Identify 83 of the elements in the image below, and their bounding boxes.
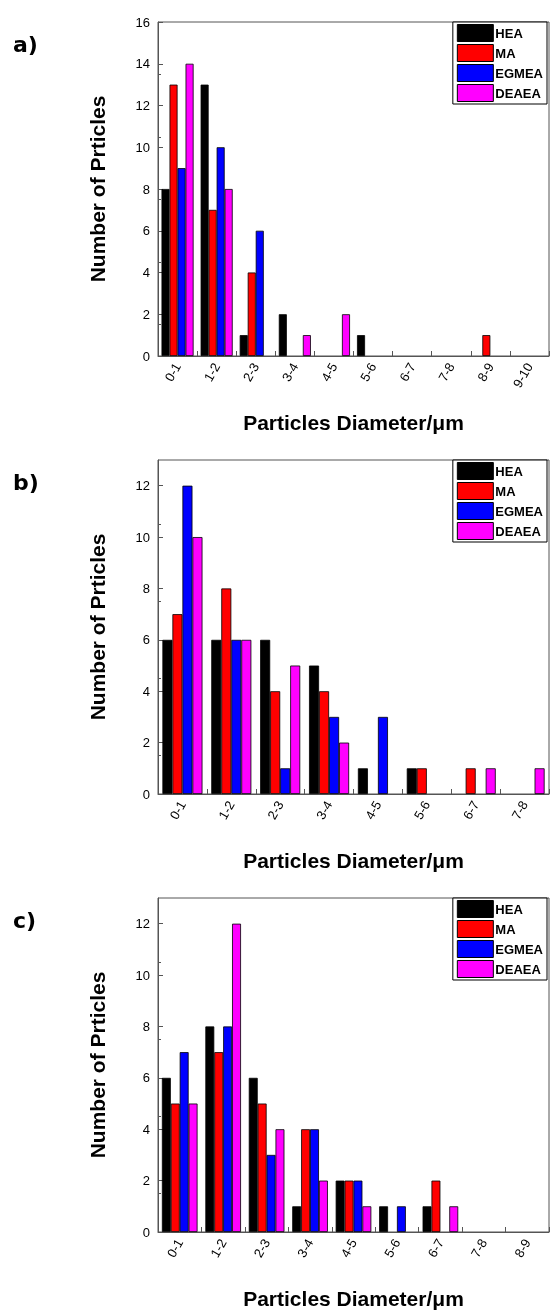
legend-label: EGMEA	[495, 503, 544, 519]
legend-label: MA	[495, 483, 517, 499]
y-tick-label: 12	[135, 916, 150, 932]
x-tick-label: 8-9	[474, 360, 497, 385]
x-tick-label: 3-4	[278, 360, 302, 385]
x-tick-label: 0-1	[161, 360, 185, 385]
bar	[396, 1206, 406, 1232]
x-tick-label: 6-7	[459, 798, 483, 823]
x-tick-label: 3-4	[294, 1236, 317, 1261]
x-tick-label: 4-5	[362, 798, 385, 823]
x-tick-label: 4-5	[318, 360, 341, 385]
x-tick-label: 3-4	[313, 798, 336, 823]
chart-title: c)	[13, 907, 37, 933]
bar	[341, 314, 350, 356]
x-tick-label: 1-2	[200, 360, 224, 385]
legend-label: EGMEA	[495, 941, 544, 957]
x-axis-title: Particles Diameter/μm	[243, 1287, 464, 1310]
legend-label: HEA	[495, 901, 524, 917]
y-tick-label: 0	[142, 1224, 150, 1240]
x-tick-label: 7-8	[435, 360, 458, 385]
x-tick-label: 5-6	[381, 1236, 404, 1261]
y-axis-title: Number of Prticles	[86, 533, 109, 721]
y-tick-label: 2	[142, 1173, 150, 1189]
y-tick-label: 0	[142, 786, 150, 802]
y-tick-label: 12	[135, 98, 150, 113]
x-tick-label: 4-5	[337, 1236, 360, 1261]
x-tick-label: 6-7	[424, 1236, 447, 1261]
y-tick-label: 4	[142, 1121, 150, 1137]
y-axis-title: Number of Prticles	[86, 971, 109, 1159]
x-tick-label: 2-3	[250, 1236, 274, 1261]
x-tick-label: 5-6	[357, 360, 380, 385]
x-tick-label: 7-8	[467, 1236, 491, 1261]
y-tick-label: 6	[142, 223, 150, 239]
bar	[482, 335, 491, 356]
x-tick-label: 8-9	[511, 1236, 534, 1261]
y-tick-label: 10	[135, 967, 150, 983]
bar	[485, 768, 496, 794]
legend-label: HEA	[495, 463, 524, 479]
x-tick-label: 0-1	[166, 798, 189, 823]
legend-label: MA	[495, 921, 517, 937]
bar	[465, 768, 476, 794]
legend-label: HEA	[495, 25, 524, 41]
bar	[377, 716, 388, 794]
bar	[357, 768, 368, 794]
y-tick-label: 16	[135, 14, 150, 30]
legend-label: MA	[495, 45, 517, 61]
x-tick-label: 7-8	[508, 798, 532, 823]
bar	[449, 1206, 459, 1232]
y-tick-label: 6	[142, 1070, 150, 1086]
x-axis-title: Particles Diameter/μm	[243, 411, 464, 434]
y-tick-label: 10	[135, 139, 150, 155]
y-tick-label: 2	[142, 306, 150, 322]
x-tick-label: 5-6	[410, 798, 434, 823]
y-tick-label: 8	[142, 181, 150, 197]
x-tick-label: 1-2	[215, 798, 238, 823]
y-tick-label: 14	[135, 56, 150, 72]
legend-label: EGMEA	[495, 65, 544, 81]
x-axis-title: Particles Diameter/μm	[243, 849, 464, 872]
x-tick-label: 2-3	[264, 798, 287, 823]
x-tick-label: 2-3	[239, 360, 263, 385]
bar	[278, 314, 287, 356]
bar	[379, 1206, 389, 1232]
bar	[357, 335, 366, 356]
y-tick-label: 12	[135, 478, 150, 494]
legend-label: DEAEA	[495, 523, 542, 539]
y-tick-label: 4	[142, 265, 150, 280]
chart-title: a)	[13, 31, 38, 57]
y-tick-label: 0	[142, 348, 150, 364]
y-tick-label: 10	[135, 529, 150, 545]
y-tick-label: 8	[142, 580, 150, 596]
y-tick-label: 8	[142, 1018, 150, 1034]
x-tick-label: 6-7	[396, 360, 419, 385]
y-tick-label: 6	[142, 632, 150, 648]
x-tick-label: 0-1	[163, 1236, 187, 1261]
x-tick-label: 1-2	[207, 1236, 230, 1261]
y-axis-title: Number of Prticles	[86, 95, 109, 283]
y-tick-label: 2	[142, 735, 150, 751]
legend-label: DEAEA	[495, 85, 542, 101]
legend-label: DEAEA	[495, 961, 542, 977]
bar	[534, 768, 545, 794]
bar	[302, 335, 311, 356]
chart-title: b)	[13, 469, 39, 495]
y-tick-label: 4	[142, 683, 150, 699]
